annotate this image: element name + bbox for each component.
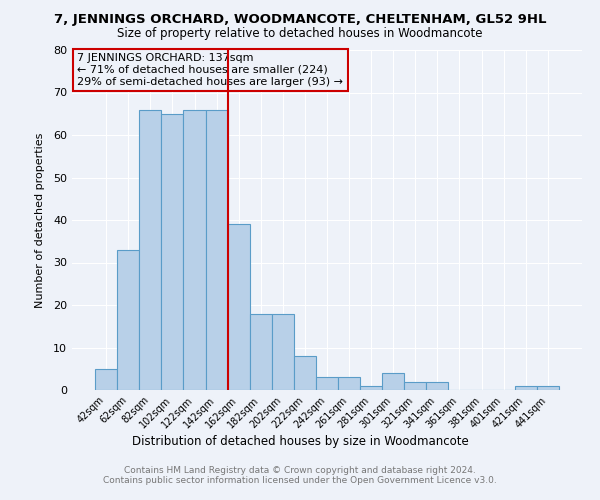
Bar — [294, 356, 316, 390]
Y-axis label: Number of detached properties: Number of detached properties — [35, 132, 44, 308]
Bar — [537, 386, 559, 390]
Bar — [382, 373, 404, 390]
Text: 7, JENNINGS ORCHARD, WOODMANCOTE, CHELTENHAM, GL52 9HL: 7, JENNINGS ORCHARD, WOODMANCOTE, CHELTE… — [54, 12, 546, 26]
Bar — [360, 386, 382, 390]
Bar — [250, 314, 272, 390]
Bar — [272, 314, 294, 390]
Bar — [206, 110, 227, 390]
Bar — [95, 369, 117, 390]
Bar — [227, 224, 250, 390]
Text: Size of property relative to detached houses in Woodmancote: Size of property relative to detached ho… — [117, 28, 483, 40]
Bar — [404, 382, 427, 390]
Bar — [139, 110, 161, 390]
Text: Contains HM Land Registry data © Crown copyright and database right 2024.
Contai: Contains HM Land Registry data © Crown c… — [103, 466, 497, 485]
Bar — [338, 377, 360, 390]
Bar — [316, 377, 338, 390]
Bar — [161, 114, 184, 390]
Bar — [117, 250, 139, 390]
Text: Distribution of detached houses by size in Woodmancote: Distribution of detached houses by size … — [131, 435, 469, 448]
Bar — [427, 382, 448, 390]
Text: 7 JENNINGS ORCHARD: 137sqm
← 71% of detached houses are smaller (224)
29% of sem: 7 JENNINGS ORCHARD: 137sqm ← 71% of deta… — [77, 54, 343, 86]
Bar — [184, 110, 206, 390]
Bar — [515, 386, 537, 390]
